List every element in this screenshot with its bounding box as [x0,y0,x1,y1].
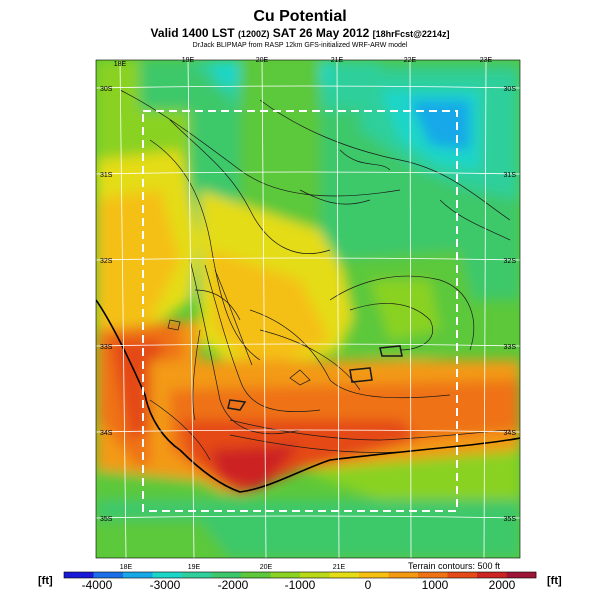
colorbar-segment [300,572,330,578]
lon-label-top: 22E [404,57,417,64]
colorbar-tick-label: 1000 [422,578,449,592]
lon-label-top: 21E [331,57,344,64]
valid-utc: (1200Z) [237,29,270,39]
colorbar-segment [123,572,153,578]
colorbar-segment [418,572,448,578]
colorbar-segment [329,572,360,578]
lat-label-left: 32S [100,258,113,265]
lon-label-bottom: 18E [120,564,133,571]
colorbar-segment [388,572,419,578]
lat-label-left: 31S [100,172,113,179]
lat-label-left: 34S [100,430,113,437]
lat-label-left: 33S [100,344,113,351]
colorbar-segment [241,572,271,578]
map-title: Cu Potential [253,8,347,25]
lat-label-right: 33S [504,344,517,351]
lat-label-left: 30S [100,86,113,93]
colorbar-segment [506,572,537,578]
colorbar-segment [182,572,212,578]
lon-labels-bottom: 18E 19E 20E 21E [120,564,346,571]
cu-potential-field [96,60,520,558]
colorbar-segment [64,572,94,578]
lat-label-right: 30S [504,86,517,93]
colorbar-segment [477,572,507,578]
colorbar [63,571,537,579]
lon-label-bottom: 19E [188,564,201,571]
inner-domain-box [142,110,458,512]
valid-time-line: Valid 1400 LST (1200Z) SAT 26 May 2012 [… [0,26,600,40]
colorbar-segment [447,572,478,578]
coastline [96,299,520,493]
colorbar-tick-label: -3000 [150,578,181,592]
colorbar-segment [359,572,389,578]
lat-label-right: 34S [504,430,517,437]
colorbar-unit-left: [ft] [38,575,53,587]
field-shading [96,60,520,558]
colorbar-tick-label: -2000 [218,578,249,592]
lon-label-bottom: 20E [260,564,273,571]
valid-date: SAT 26 May 2012 [272,26,370,40]
lon-label-top: 23E [480,57,493,64]
colorbar-segment [93,572,124,578]
lon-label-top: 20E [256,57,269,64]
lon-label-bottom: 21E [333,564,346,571]
lon-label-top: 19E [182,57,195,64]
colorbar-segment [211,572,242,578]
map-frame [95,59,521,559]
lat-labels-left: 30S 31S 32S 33S 34S 35S [100,86,113,523]
valid-prefix: Valid 1400 LST [150,26,235,40]
lat-label-right: 32S [504,258,517,265]
lat-label-right: 31S [504,172,517,179]
colorbar-unit-right: [ft] [547,575,562,587]
lat-lon-grid [96,60,520,558]
colorbar-segment [152,572,183,578]
terrain-contours [119,89,511,461]
colorbar-tick-label: 2000 [489,578,516,592]
colorbar-tick-labels: -4000 -3000 -2000 -1000 0 1000 2000 [82,578,516,592]
lon-label-top: 18E [114,61,127,68]
forecast-info: [18hrFcst@2214z] [372,29,450,39]
colorbar-tick-label: 0 [365,578,372,592]
lat-label-left: 35S [100,516,113,523]
model-source-line: DrJack BLIPMAP from RASP 12km GFS-initia… [192,42,408,49]
lon-labels-top: 18E 19E 20E 21E 22E 23E [114,57,493,68]
colorbar-tick-label: -4000 [82,578,113,592]
lat-labels-right: 30S 31S 32S 33S 34S 35S [504,86,517,523]
lat-label-right: 35S [504,516,517,523]
colorbar-tick-label: -1000 [285,578,316,592]
terrain-contour-note: Terrain contours: 500 ft [408,561,501,571]
colorbar-frame [63,571,537,579]
colorbar-segment [270,572,301,578]
